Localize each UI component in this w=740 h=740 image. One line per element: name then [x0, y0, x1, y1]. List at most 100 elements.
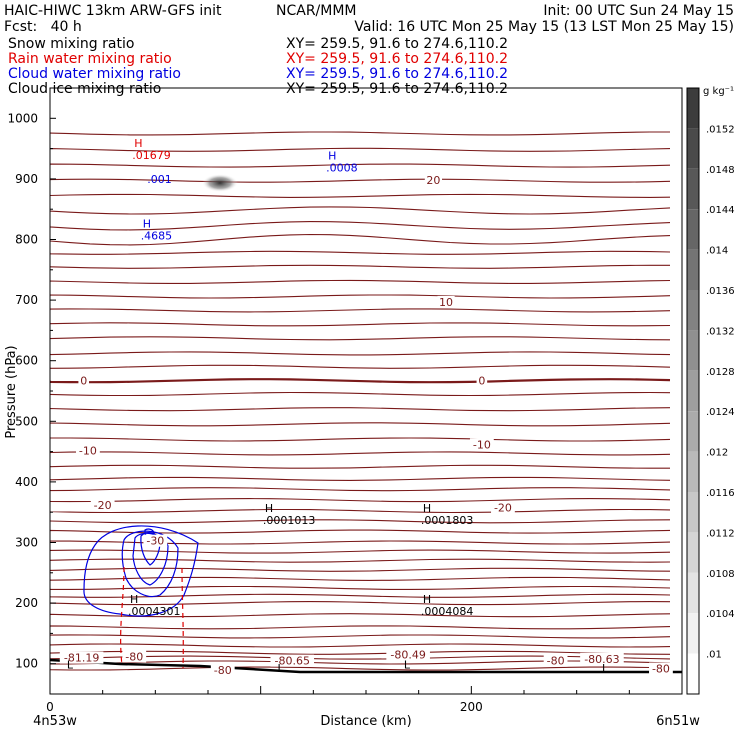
- colorbar-tick-label: .012: [706, 448, 728, 459]
- isotherm-line: [50, 567, 671, 572]
- colorbar-unit: g kg⁻¹: [703, 86, 734, 97]
- contour-label: 0: [80, 375, 87, 388]
- extremum-l-marker: L: [404, 659, 411, 672]
- contour-label: 20: [426, 174, 440, 187]
- colorbar-tick-label: .0108: [706, 569, 735, 580]
- isotherm-line: [50, 364, 671, 369]
- contour-label-bg: [270, 654, 315, 667]
- field-name-cloud-ice: Cloud ice mixing ratio: [8, 81, 161, 97]
- isotherm-line: [50, 391, 671, 397]
- extremum-value: .0008: [326, 162, 358, 175]
- isotherm-line: [50, 634, 671, 639]
- colorbar-tick-label: .01: [706, 650, 722, 661]
- colorbar-cell: [687, 88, 699, 129]
- y-tick-label: 500: [15, 414, 38, 428]
- x-axis-label: Distance (km): [320, 714, 411, 729]
- isotherm-line: [50, 625, 671, 630]
- isotherm-line: [50, 206, 671, 215]
- colorbar-tick-label: .014: [706, 246, 728, 257]
- rain-water-contours: [120, 566, 184, 669]
- x-tick-label: 200: [460, 700, 483, 714]
- isotherm-line: [50, 233, 671, 246]
- isotherm-line: [50, 131, 670, 136]
- extremum-value: .0004084: [421, 605, 474, 618]
- extremum-h-marker: H: [423, 593, 431, 606]
- isotherm-line: [50, 193, 671, 198]
- isotherm-line: [50, 378, 671, 384]
- contour-label-bg: [210, 663, 235, 676]
- contour-label: -10: [473, 438, 491, 451]
- contour-label-bg: [491, 501, 515, 514]
- contour-label-bg: [469, 438, 494, 451]
- header-title: HAIC-HIWC 13km ARW-GFS init: [4, 3, 222, 19]
- isotherm-line: [50, 549, 671, 554]
- header-valid: Valid: 16 UTC Mon 25 May 15 (13 LST Mon …: [354, 19, 734, 35]
- colorbar-cells: [687, 88, 699, 694]
- extremum-value: .0004301: [128, 605, 181, 618]
- isotherm-line: [50, 487, 671, 492]
- y-axis-label: Pressure (hPa): [4, 345, 19, 438]
- colorbar-cell: [687, 411, 699, 452]
- isotherm-line: [50, 540, 671, 545]
- isotherm-line: [50, 666, 671, 671]
- contour-label-bg: [476, 374, 488, 387]
- contour-value-label: .001: [147, 173, 172, 186]
- isotherm-line: [50, 147, 671, 152]
- contour-label-bg: [386, 648, 430, 661]
- colorbar-tick-label: .0104: [706, 609, 735, 620]
- colorbar-cell: [687, 613, 699, 654]
- isotherm-line: [50, 407, 671, 412]
- contour-label-bg: [78, 374, 90, 387]
- isotherm-line: [50, 221, 671, 231]
- isotherm-line: [50, 498, 671, 503]
- y-tick-label: 900: [15, 172, 38, 186]
- snow-max-blob: [202, 174, 238, 192]
- contour-label-bg: [143, 534, 168, 547]
- colorbar-tick-label: .0136: [706, 286, 735, 297]
- y-tick-label: 600: [15, 354, 38, 368]
- colorbar-cell: [687, 249, 699, 290]
- isotherm-line: [50, 279, 671, 284]
- extremum-l-marker: L: [602, 662, 609, 675]
- contour-label-bg: [424, 174, 443, 187]
- isotherm-line: [50, 308, 671, 313]
- colorbar-frame: [686, 87, 700, 695]
- y-tick-label: 300: [15, 536, 38, 550]
- contour-label: 10: [439, 296, 453, 309]
- field-xy-cloud-ice: XY= 259.5, 91.6 to 274.6,110.2: [286, 81, 508, 97]
- right-endpoint-label: 6n51w: [656, 714, 700, 729]
- contour-label-bg: [76, 444, 100, 457]
- x-axis: 0 200: [46, 686, 683, 714]
- isotherm-line: [50, 437, 671, 442]
- contour-label: -81.19: [64, 652, 99, 665]
- isotherm-line: [50, 508, 671, 514]
- isotherm-line: [50, 351, 671, 356]
- isotherm-line: [50, 576, 671, 581]
- contour-label-bg: [122, 650, 147, 663]
- colorbar-cell: [687, 128, 699, 169]
- y-axis: 100 200 300 400 500 600 700 800 900 1000: [7, 111, 56, 671]
- contour-label: -80: [547, 655, 565, 668]
- isotherm-line: [50, 294, 671, 299]
- contour-label: -30: [146, 535, 164, 548]
- extremum-l-marker: L: [67, 659, 74, 672]
- extremum-value: .0001803: [421, 514, 474, 527]
- plot-area: -81.19 -80 -80 -80.65 -80.49 -80 -80.63 -80 -30 -…: [4, 87, 700, 729]
- y-tick-label: 200: [15, 596, 38, 610]
- contour-label: -80.63: [584, 653, 619, 666]
- extremum-h-marker: H: [143, 217, 151, 230]
- colorbar-ticks: .0152 .0148 .0144 .014 .0136 .0132 .0128 .0124.…: [706, 124, 735, 660]
- header-fcst: Fcst: 40 h: [4, 19, 82, 35]
- colorbar-tick-label: .0112: [706, 528, 735, 539]
- left-endpoint-label: 4n53w: [33, 714, 77, 729]
- colorbar-cell: [687, 532, 699, 573]
- colorbar-cell: [687, 370, 699, 412]
- isotherm-line: [50, 593, 671, 598]
- terrain-line: [49, 658, 682, 674]
- isotherm-line: [50, 585, 671, 590]
- colorbar: g kg⁻¹ .0152 .0148 .0144 .014 .0136 .0132 .012…: [686, 86, 735, 695]
- colorbar-cell: [687, 492, 699, 533]
- extremum-h-marker: H: [134, 137, 142, 150]
- extremum-value: .0001013: [263, 514, 316, 527]
- contour-label: -20: [94, 499, 112, 512]
